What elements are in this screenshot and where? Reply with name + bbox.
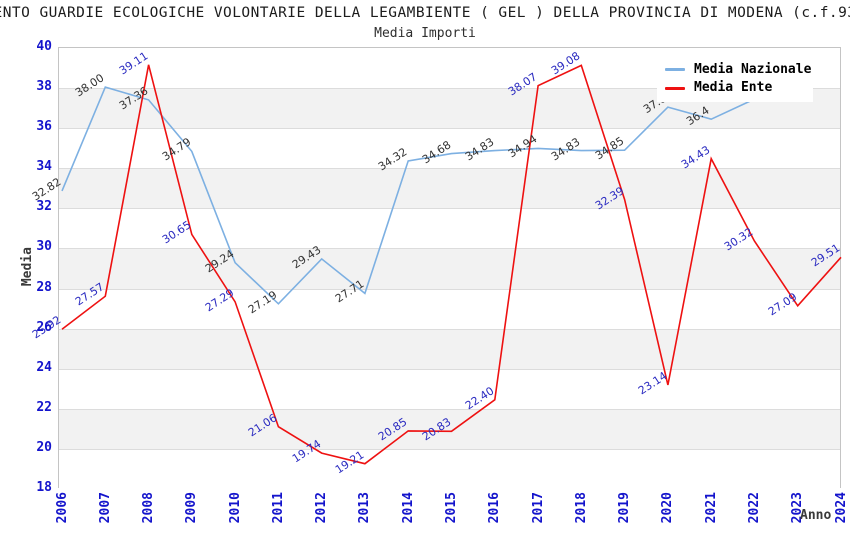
x-tick-label: 2009: [184, 492, 200, 524]
x-tick-label: 2016: [487, 492, 503, 524]
gridline: [59, 288, 840, 290]
x-tick-label: 2019: [617, 492, 633, 524]
x-tick-label: 2007: [97, 492, 113, 524]
x-tick-label: 2010: [227, 492, 243, 524]
plot-band: [59, 368, 840, 409]
chart-subtitle: Media Importi: [374, 26, 476, 41]
gridline: [59, 368, 840, 370]
x-tick-label: 2022: [746, 492, 762, 524]
legend-label-media-ente: Media Ente: [694, 80, 773, 96]
gridline: [59, 408, 840, 410]
x-tick-label: 2013: [357, 492, 373, 524]
y-tick-label: 30: [36, 239, 52, 255]
y-tick-label: 40: [36, 39, 52, 54]
y-tick-label: 34: [36, 159, 52, 175]
y-tick-label: 28: [36, 279, 52, 295]
y-tick-label: 20: [36, 439, 52, 455]
plot-band: [59, 168, 840, 209]
gridline: [59, 328, 840, 330]
x-tick-label: 2015: [444, 492, 459, 524]
legend-item-media-ente: Media Ente: [657, 81, 813, 95]
y-tick-label: 32: [36, 199, 52, 215]
media-nazionale-line-swatch-icon: [665, 68, 685, 72]
x-tick-label: 2017: [530, 492, 546, 524]
gridline: [59, 128, 840, 130]
gridline: [59, 208, 840, 210]
plot-band: [59, 448, 840, 489]
plot-band: [59, 328, 840, 369]
x-tick-label: 2018: [573, 492, 589, 524]
x-axis-title: Anno: [800, 508, 832, 523]
x-tick-label: 2008: [141, 492, 157, 524]
plot-band: [59, 408, 840, 449]
plot-band: [59, 248, 840, 289]
plot-band: [59, 288, 840, 329]
y-tick-label: 24: [36, 359, 52, 375]
gridline: [59, 448, 840, 450]
x-tick-label: 2021: [703, 492, 719, 524]
gridline: [59, 248, 840, 250]
x-tick-label: 2012: [314, 492, 330, 524]
legend-item-media-nazionale: Media Nazionale: [657, 61, 813, 77]
x-tick-label: 2011: [270, 492, 286, 524]
y-tick-label: 38: [36, 79, 52, 95]
y-tick-label: 18: [36, 480, 52, 495]
legend-label-media-nazionale: Media Nazionale: [694, 61, 812, 77]
y-tick-label: 22: [36, 399, 52, 415]
y-tick-label: 36: [36, 119, 52, 135]
chart-title: MENTO GUARDIE ECOLOGICHE VOLONTARIE DELL…: [0, 5, 850, 21]
y-tick-label: 26: [36, 319, 52, 335]
legend: Media Nazionale Media Ente: [657, 56, 813, 102]
x-tick-label: 2024: [833, 492, 849, 524]
x-tick-label: 2020: [660, 492, 676, 524]
x-tick-label: 2014: [400, 492, 416, 524]
x-tick-label: 2006: [54, 492, 70, 524]
gridline: [59, 168, 840, 170]
media-ente-line-swatch-icon: [665, 86, 685, 90]
